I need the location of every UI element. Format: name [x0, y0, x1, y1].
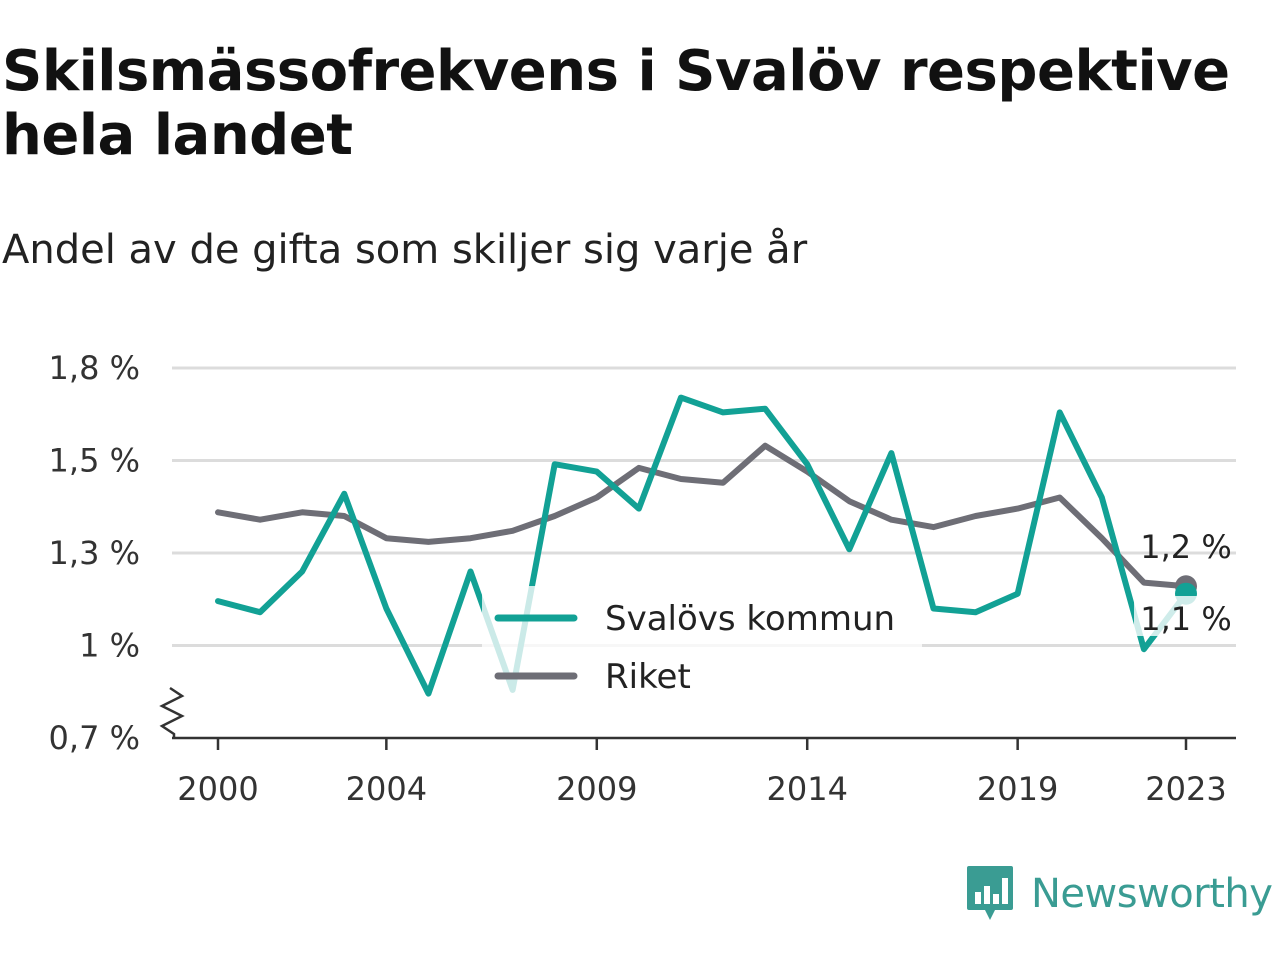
y-tick-label: 1,3 %	[49, 534, 140, 572]
x-tick-label: 2000	[177, 770, 258, 808]
legend: Svalövs kommun Riket	[482, 586, 922, 708]
x-tick-label: 2023	[1145, 770, 1226, 808]
x-tick-label: 2014	[766, 770, 847, 808]
legend-label: Riket	[605, 657, 691, 697]
y-tick-label: 1,8 %	[49, 349, 140, 387]
brand-name: Newsworthy	[1031, 871, 1273, 917]
end-label-riket: 1,2 %	[1140, 528, 1231, 566]
y-tick-label: 1 %	[79, 627, 140, 665]
gridlines	[172, 366, 1236, 647]
legend-background	[482, 586, 922, 708]
axes: 0,7 % 1 % 1,3 % 1,5 % 1,8 % 2000 2004 2009 2014 2…	[49, 349, 1236, 808]
axis-break-mark	[159, 686, 185, 738]
y-tick-label: 0,7 %	[49, 719, 140, 757]
x-tick-label: 2019	[977, 770, 1058, 808]
chart-title: Skilsmässofrekvens i Svalöv respektive h…	[2, 39, 1230, 168]
legend-label: Svalövs kommun	[605, 599, 895, 639]
brand-logo: Newsworthy	[965, 864, 1273, 924]
series-line-riket	[215, 442, 1189, 590]
end-label-background	[1134, 596, 1234, 636]
series-lines	[215, 394, 1197, 697]
series-line-svalov	[215, 394, 1189, 697]
chart-subtitle: Andel av de gifta som skiljer sig varje …	[2, 227, 808, 273]
y-tick-label: 1,5 %	[49, 442, 140, 480]
end-label-svalov: 1,1 %	[1140, 600, 1231, 638]
x-tick-label: 2009	[556, 770, 637, 808]
newsworthy-logo-icon	[967, 866, 1013, 920]
end-labels: 1,2 % 1,1 %	[1134, 528, 1234, 638]
x-tick-label: 2004	[346, 770, 427, 808]
